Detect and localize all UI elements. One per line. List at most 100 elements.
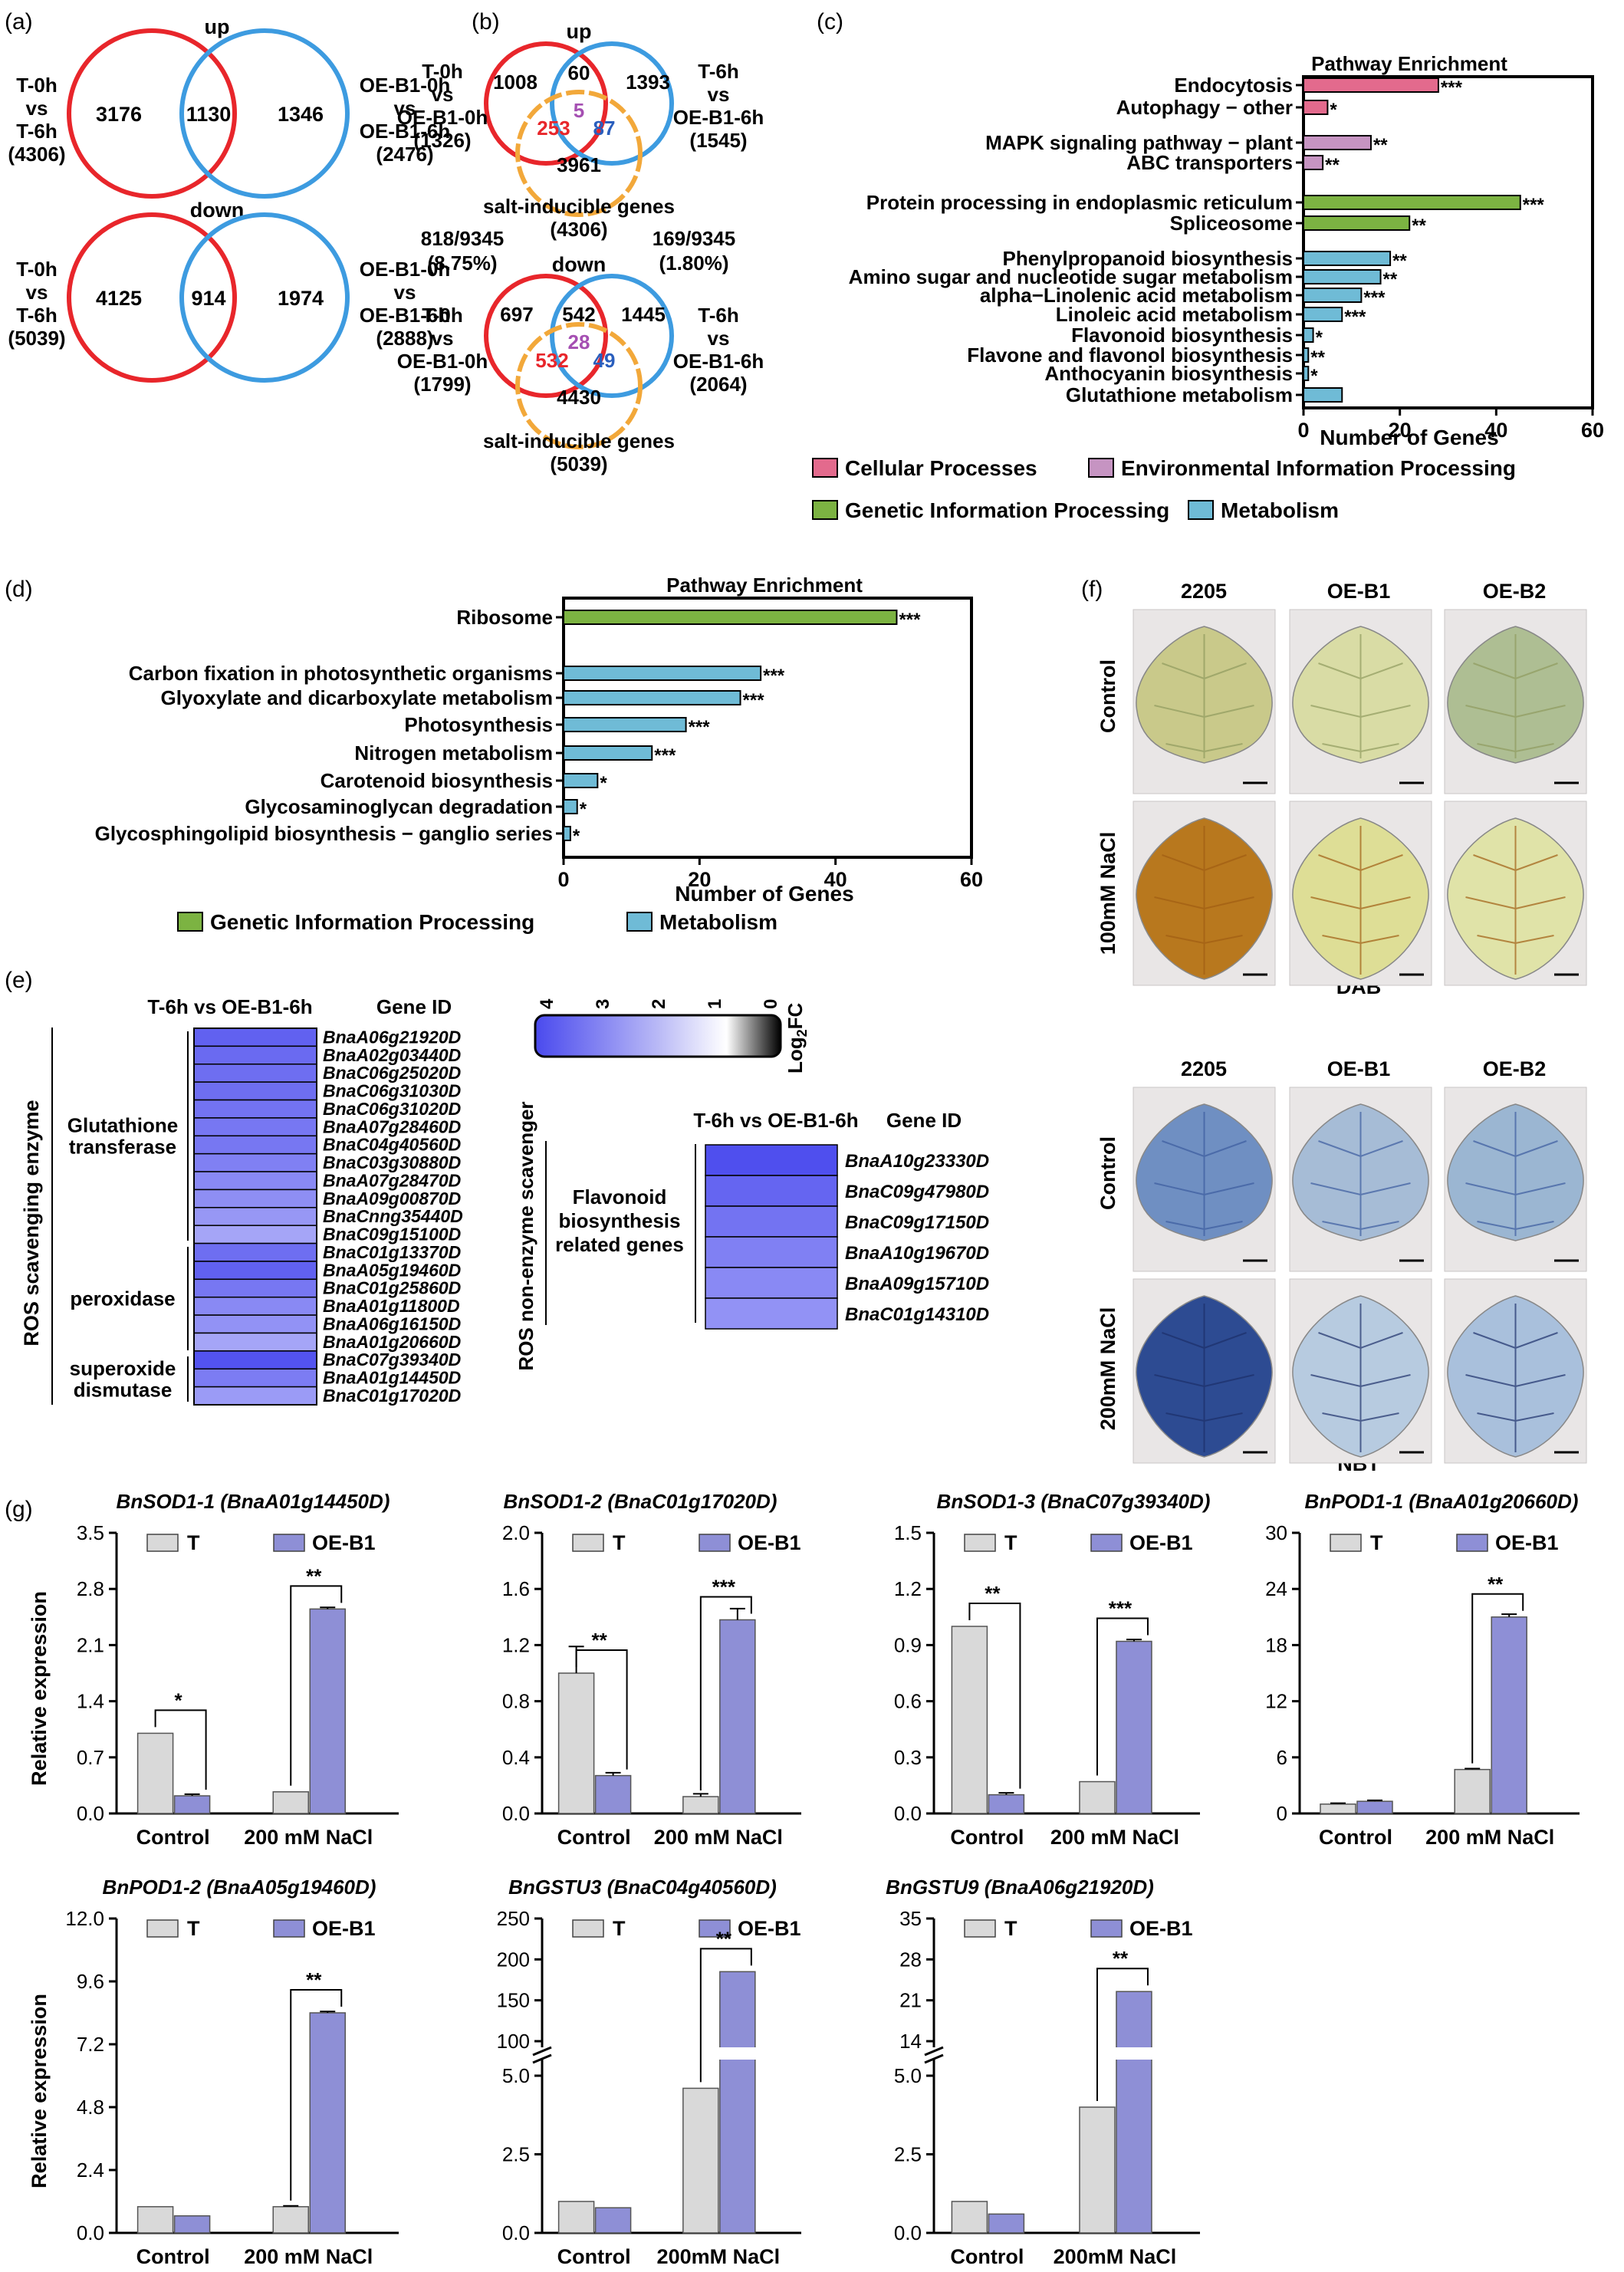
qpcr-ytick-label: 0.4 <box>502 1746 530 1769</box>
qpcr-legend-label-t: T <box>187 1917 200 1940</box>
qpcr-error-bar <box>605 1771 621 1776</box>
venn-a-up-left-only: 3176 <box>96 103 142 126</box>
heatmap-left-cell <box>193 1350 317 1369</box>
qpcr-ytick-label: 250 <box>497 1907 530 1930</box>
venn-b-down-n-top: 542 <box>562 303 595 326</box>
qpcr-category-label: Control <box>136 1826 210 1849</box>
venn-b-down-bottom-label-2: (5039) <box>550 452 607 475</box>
panel-c-sig-label: ** <box>1412 215 1426 236</box>
panel-c-category-label: Spliceosome <box>1170 212 1293 235</box>
leaf-veins <box>1154 1304 1254 1452</box>
qpcr-ytick-label: 9.6 <box>77 1970 104 1993</box>
heatmap-left-gene-label: BnaA09g00870D <box>323 1189 461 1208</box>
qpcr-error-bar <box>1465 1767 1481 1770</box>
venn-a-down-left-label-3: T-6h <box>16 304 57 327</box>
venn-a-down-both: 914 <box>191 287 225 310</box>
qpcr-legend-swatch-t <box>146 1534 179 1552</box>
heatmap-right-cell <box>705 1205 838 1238</box>
panel-d-sig-label: *** <box>743 690 765 711</box>
panel-e-right-group-label-3: related genes <box>555 1233 684 1256</box>
panel-c-category-label: Flavonoid biosynthesis <box>1071 324 1293 347</box>
panel-c: (c) Pathway Enrichment 0 20 40 60 Endocytosi… <box>812 9 1604 522</box>
panel-e-right-gene-id-header: Gene ID <box>886 1109 962 1132</box>
panel-c-title: Pathway Enrichment <box>1311 52 1507 75</box>
panel-c-sig-label: *** <box>1441 77 1463 98</box>
panel-c-xtick-label: 20 <box>1389 419 1412 442</box>
panel-letter-f: (f) <box>1081 577 1103 602</box>
venn-a-down-right-only: 1974 <box>278 287 324 310</box>
qpcr-ytick-label: 0.8 <box>502 1690 530 1713</box>
qpcr-ytick-label: 2.4 <box>77 2159 104 2182</box>
qpcr-legend-swatch-oe <box>1090 1919 1123 1938</box>
venn-b-up-right-label-3: OE-B1-6h <box>673 106 764 129</box>
heatmap-left-cell <box>193 1027 317 1047</box>
qpcr-chart-title: BnPOD1-1 (BnaA01g20660D) <box>1305 1490 1579 1513</box>
qpcr-ytick-label: 35 <box>899 1907 922 1930</box>
venn-b-up-right-label-4: (1545) <box>689 129 747 152</box>
venn-a-down: down 4125 914 1974 T-0h vs T-6h (5039) O… <box>8 199 450 383</box>
panel-f-nbt-row-nacl: 200mM NaCl <box>1096 1307 1119 1431</box>
heatmap-left-cell <box>193 1152 317 1172</box>
qpcr-bar-oe <box>173 1795 211 1814</box>
heatmap-left-gene-label: BnaA01g11800D <box>323 1296 460 1316</box>
panel-d-sig-label: *** <box>654 745 676 766</box>
venn-b-down-left-label-3: OE-B1-0h <box>397 350 488 373</box>
qpcr-axis-break <box>532 2053 552 2064</box>
panel-d-category-label: Carbon fixation in photosynthetic organi… <box>129 662 553 685</box>
panel-c-bar <box>1303 251 1392 266</box>
qpcr-legend-label-oe: OE-B1 <box>1129 1531 1193 1554</box>
qpcr-bar-t <box>682 2087 719 2234</box>
panel-e-heatmap-left: BnaA06g21920DBnaA02g03440DBnaC06g25020DB… <box>193 1027 463 1406</box>
panel-letter-c: (c) <box>817 9 843 35</box>
panel-d-xlabel: Number of Genes <box>675 882 853 906</box>
qpcr-legend-swatch-t <box>572 1534 604 1552</box>
qpcr-legend-swatch-oe <box>1456 1534 1488 1552</box>
panel-c-sig-label: * <box>1310 366 1318 386</box>
venn-b-up-right-label-1: T-6h <box>698 60 738 83</box>
panel-c-xtick-label: 0 <box>1297 419 1309 442</box>
qpcr-ytick-label: 1.6 <box>502 1577 530 1600</box>
panel-e-colorbar-label: Log2FC <box>784 1002 810 1074</box>
qpcr-ytick-label: 30 <box>1265 1521 1287 1544</box>
panel-e-right-side-label: ROS non-enzyme scavenger <box>514 1101 537 1370</box>
panel-g: (g) BnSOD1-1 (BnaA01g14450D) T OE-B1 0.0 0.7… <box>5 1490 1580 2268</box>
qpcr-bar-oe <box>1116 1991 1152 2234</box>
panel-c-bar <box>1303 155 1324 170</box>
venn-a-down-right-label-2: vs <box>394 281 416 304</box>
heatmap-left-gene-label: BnaC06g25020D <box>323 1063 461 1083</box>
venn-b-down-left-label-1: T-0h <box>422 304 462 327</box>
panel-d-legend: Genetic Information Processing Metabolism <box>177 910 777 934</box>
qpcr-ytick-label: 0.0 <box>894 2221 922 2244</box>
qpcr-bar-break <box>718 2047 757 2060</box>
qpcr-ytick-label: 2.5 <box>894 2143 922 2166</box>
qpcr-category-label: 200 mM NaCl <box>244 2245 373 2268</box>
venn-b-down-salt-circle <box>515 322 643 449</box>
colorbar-tick-label: 2 <box>649 999 669 1009</box>
qpcr-sig-label: ** <box>1113 1947 1129 1970</box>
panel-d-xtick-label: 60 <box>960 868 983 891</box>
heatmap-left-gene-label: BnaC01g25860D <box>323 1278 461 1298</box>
heatmap-group-label: peroxidase <box>70 1287 175 1310</box>
panel-c-bar <box>1303 366 1310 381</box>
qpcr-error-bar <box>998 1792 1014 1795</box>
heatmap-left-cell <box>193 1099 317 1119</box>
panel-e-left-header: T-6h vs OE-B1-6h <box>147 995 312 1018</box>
panel-c-sig-label: *** <box>1363 288 1386 308</box>
panel-e: (e) T-6h vs OE-B1-6h Gene ID ROS scaveng… <box>5 968 989 1406</box>
venn-a-up-right-only: 1346 <box>278 103 324 126</box>
panel-g-charts: BnSOD1-1 (BnaA01g14450D) T OE-B1 0.0 0.7 1.4 2… <box>28 1490 1580 2268</box>
panel-c-sig-label: * <box>1330 100 1337 120</box>
qpcr-ytick-label: 1.2 <box>894 1577 922 1600</box>
heatmap-left-gene-label: BnaA01g14450D <box>323 1368 461 1388</box>
panel-d-category-label: Glyoxylate and dicarboxylate metabolism <box>160 686 553 709</box>
qpcr-ylabel: Relative expression <box>28 1994 51 2188</box>
qpcr-legend-label-t: T <box>613 1531 626 1554</box>
panel-f-dab-row-nacl: 100mM NaCl <box>1096 832 1119 955</box>
venn-a-down-left-label-1: T-0h <box>16 258 57 281</box>
qpcr-chart-title: BnGSTU3 (BnaC04g40560D) <box>508 1876 777 1899</box>
qpcr-bar-oe <box>988 2213 1025 2234</box>
qpcr-bar-t <box>1079 1780 1116 1814</box>
